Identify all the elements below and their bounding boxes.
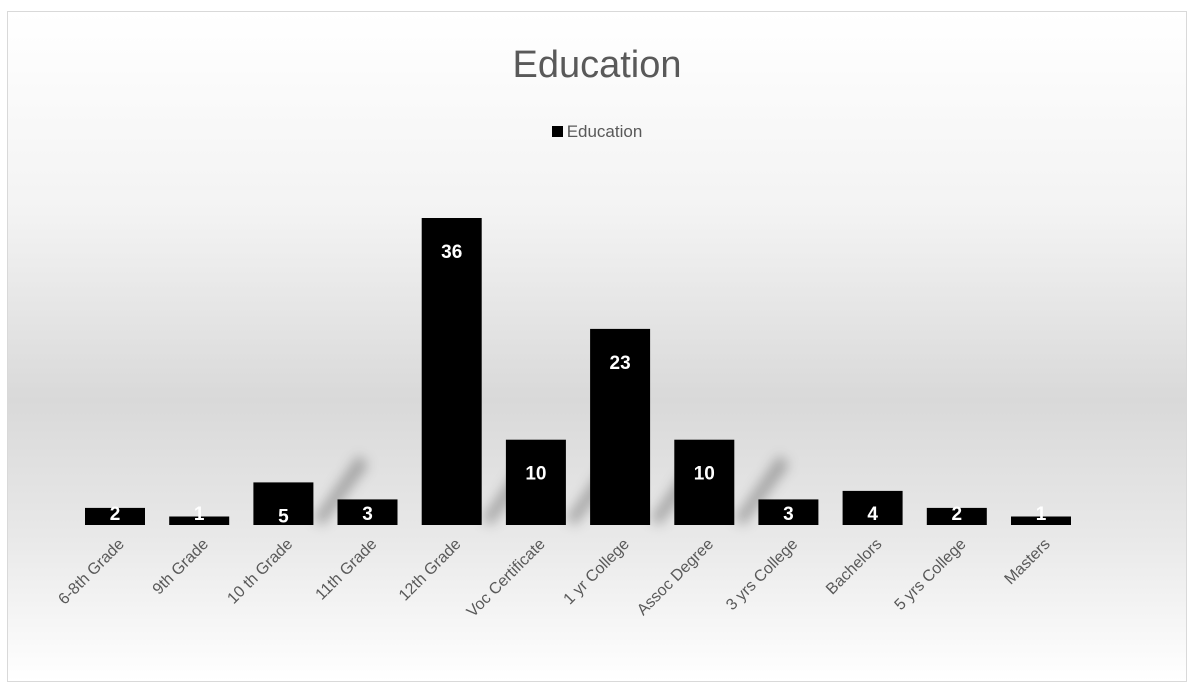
bar-5 — [505, 439, 566, 525]
category-label-5: Voc Certificate — [464, 536, 549, 621]
data-label-8: 3 — [783, 504, 794, 525]
category-label-1: 9th Grade — [150, 536, 212, 598]
data-label-10: 2 — [952, 504, 963, 525]
bar-1 — [169, 516, 230, 525]
bar-10 — [926, 507, 987, 525]
bar-7 — [674, 439, 735, 525]
legend: Education — [8, 122, 1186, 142]
category-label-7: Assoc Degree — [634, 536, 717, 619]
category-label-6: 1 yr College — [561, 536, 633, 608]
data-label-9: 4 — [867, 504, 878, 525]
data-label-7: 10 — [694, 464, 715, 485]
bar-shadow — [313, 455, 369, 525]
bar-3 — [337, 499, 398, 525]
category-label-10: 5 yrs College — [892, 536, 970, 614]
category-label-8: 3 yrs College — [723, 536, 801, 614]
data-label-11: 1 — [1036, 504, 1047, 525]
data-label-5: 10 — [525, 464, 546, 485]
bar-11 — [1011, 516, 1071, 525]
bar-6 — [590, 328, 651, 525]
data-label-2: 5 — [278, 506, 289, 527]
data-label-0: 2 — [110, 504, 121, 525]
category-label-11: Masters — [1002, 536, 1054, 588]
data-label-4: 36 — [441, 242, 462, 263]
category-label-4: 12th Grade — [396, 536, 465, 605]
data-label-1: 1 — [194, 504, 205, 525]
bar-shadow — [734, 455, 790, 525]
category-label-3: 11th Grade — [313, 536, 381, 604]
data-label-3: 3 — [362, 504, 373, 525]
bar-2 — [253, 482, 314, 525]
legend-label: Education — [566, 122, 643, 141]
category-label-2: 10 th Grade — [224, 536, 296, 608]
bar-8 — [758, 499, 819, 525]
bar-9 — [842, 490, 903, 525]
bar-0 — [85, 507, 145, 525]
data-label-6: 23 — [610, 353, 631, 374]
chart-title: Education — [512, 44, 682, 86]
legend-swatch — [551, 126, 563, 137]
bar-4 — [421, 218, 482, 525]
category-label-0: 6-8th Grade — [55, 536, 127, 608]
category-label-9: Bachelors — [823, 536, 885, 598]
